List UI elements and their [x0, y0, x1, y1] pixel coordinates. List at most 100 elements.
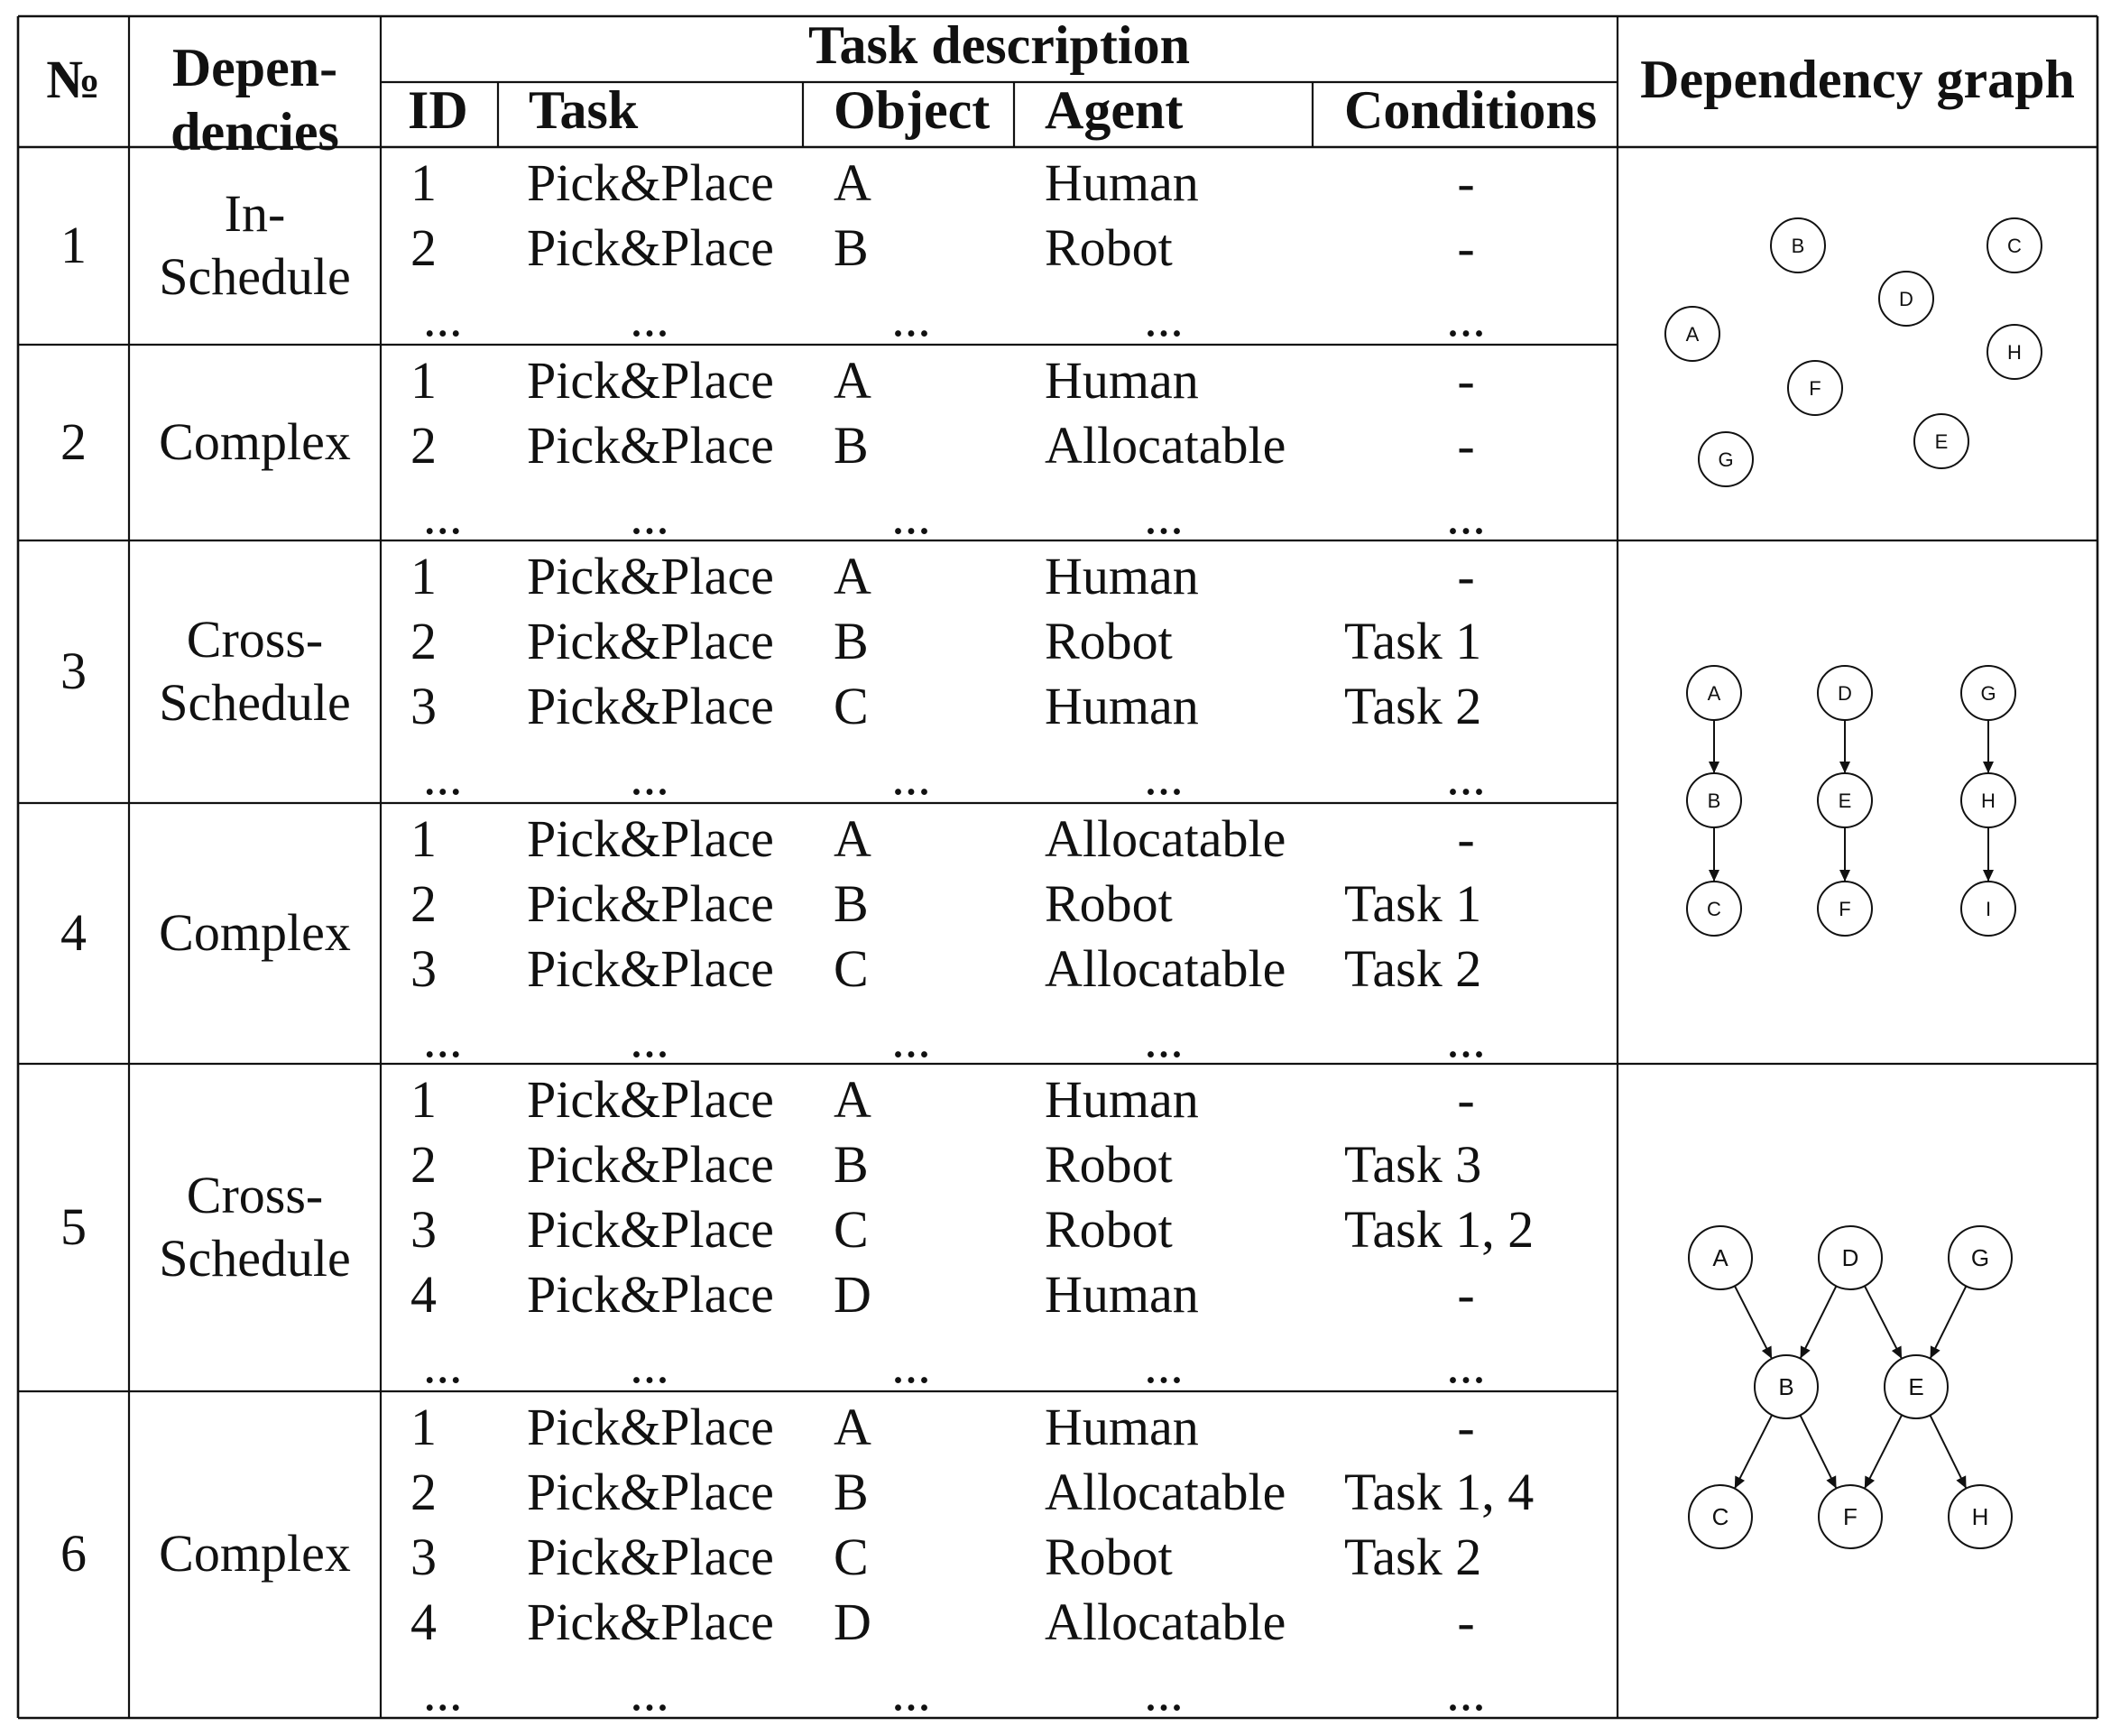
graph-node-label: E — [1935, 430, 1949, 453]
header-number: № — [46, 50, 101, 109]
dependency-type: Complex — [159, 411, 351, 471]
cell-id: 4 — [410, 1593, 437, 1651]
cell-object: B — [834, 218, 869, 277]
cell-agent: Robot — [1045, 612, 1173, 670]
graph-node-label: D — [1899, 288, 1913, 310]
cell-cond: Task 2 — [1344, 677, 1482, 735]
dependency-type: Cross- — [186, 609, 324, 669]
graph-edge — [1734, 1414, 1774, 1489]
cell-task: ... — [630, 1010, 669, 1068]
cell-agent: Human — [1045, 677, 1199, 735]
dependency-type: Complex — [159, 902, 351, 962]
cell-id: 4 — [410, 1265, 437, 1324]
graph-node-label: C — [1712, 1503, 1729, 1530]
cell-task: Pick&Place — [527, 809, 774, 868]
graph-node: D — [1818, 1225, 1883, 1290]
cell-object: ... — [891, 486, 931, 545]
group-number: 3 — [60, 641, 87, 700]
graph-node-circle — [1818, 1484, 1883, 1549]
cell-task: Pick&Place — [527, 939, 774, 998]
graph-node-circle — [1770, 217, 1826, 273]
cell-id: 1 — [410, 809, 437, 868]
cell-task: Pick&Place — [527, 1528, 774, 1586]
graph-node-circle — [1948, 1225, 2013, 1290]
graph-node-label: B — [1792, 235, 1805, 257]
graph-node-circle — [1987, 217, 2042, 273]
cell-cond: ... — [1446, 289, 1486, 347]
cell-task: ... — [630, 486, 669, 545]
graph-node-label: A — [1708, 682, 1721, 705]
cell-object: B — [834, 874, 869, 933]
graph-node-label: B — [1778, 1373, 1793, 1400]
graph-node-circle — [1686, 772, 1742, 828]
graph-node-label: G — [1971, 1244, 1989, 1271]
cell-object: C — [834, 939, 869, 998]
graph-node: F — [1787, 360, 1843, 416]
graph-node-circle — [1688, 1484, 1753, 1549]
cell-id: 1 — [410, 153, 437, 212]
cell-cond: - — [1457, 809, 1475, 868]
header-object: Object — [834, 80, 991, 140]
cell-object: C — [834, 1200, 869, 1259]
graph-node-label: A — [1686, 323, 1700, 346]
graph-node: G — [1948, 1225, 2013, 1290]
cell-agent: ... — [1144, 1335, 1184, 1394]
graph-node-circle — [1817, 665, 1873, 721]
graph-node-circle — [1884, 1354, 1949, 1419]
graph-node-label: H — [1972, 1503, 1989, 1530]
cell-cond: - — [1457, 351, 1475, 410]
cell-task: Pick&Place — [527, 1265, 774, 1324]
graph-node: D — [1878, 271, 1934, 327]
cell-agent: Robot — [1045, 874, 1173, 933]
cell-task: Pick&Place — [527, 677, 774, 735]
dependency-type: In- — [224, 183, 286, 243]
cell-id: 1 — [410, 547, 437, 605]
graph-node: G — [1960, 665, 2016, 721]
cell-task: Pick&Place — [527, 1070, 774, 1129]
group-number: 1 — [60, 215, 87, 274]
graph-node-label: C — [2007, 235, 2022, 257]
cell-object: A — [834, 351, 871, 410]
graph-node: I — [1960, 881, 2016, 937]
cell-task: Pick&Place — [527, 612, 774, 670]
header-agent: Agent — [1045, 80, 1184, 140]
cell-cond: Task 1 — [1344, 612, 1482, 670]
graph-node: C — [1688, 1484, 1753, 1549]
header-conditions: Conditions — [1344, 80, 1598, 140]
dependency-type: Cross- — [186, 1165, 324, 1224]
graph-node: H — [1948, 1484, 2013, 1549]
cell-object: D — [834, 1593, 871, 1651]
cell-id: 1 — [410, 1070, 437, 1129]
graph-node-circle — [1664, 306, 1720, 362]
cell-object: A — [834, 547, 871, 605]
group-number: 4 — [60, 902, 87, 962]
cell-cond: Task 1 — [1344, 874, 1482, 933]
cell-object: A — [834, 1398, 871, 1456]
graph-node-label: I — [1986, 898, 1991, 920]
cell-object: C — [834, 677, 869, 735]
header-task: Task — [529, 80, 639, 140]
dependency-type: Complex — [159, 1524, 351, 1583]
cell-id: 1 — [410, 1398, 437, 1456]
header-dependencies-line1: Depen- — [171, 38, 338, 97]
graph-node-label: F — [1809, 377, 1821, 400]
cell-cond: Task 2 — [1344, 1528, 1482, 1586]
graph-node-label: D — [1842, 1244, 1859, 1271]
cell-agent: Human — [1045, 1070, 1199, 1129]
graph-node-circle — [1818, 1225, 1883, 1290]
graph-edge — [1734, 1285, 1773, 1359]
header-dependency-graph: Dependency graph — [1640, 50, 2075, 109]
cell-object: B — [834, 416, 869, 475]
header-task-description: Task description — [808, 15, 1190, 75]
cell-id: 2 — [410, 1463, 437, 1521]
dependency-graph: A B C D E F G H — [1664, 217, 2042, 487]
graph-node-circle — [1698, 431, 1754, 487]
cell-cond: - — [1457, 1265, 1475, 1324]
cell-id: 1 — [410, 351, 437, 410]
cell-task: ... — [630, 289, 669, 347]
graph-node: C — [1686, 881, 1742, 937]
cell-id: ... — [423, 289, 463, 347]
group-number: 2 — [60, 411, 87, 471]
graph-node-circle — [1960, 881, 2016, 937]
cell-object: B — [834, 1135, 869, 1194]
